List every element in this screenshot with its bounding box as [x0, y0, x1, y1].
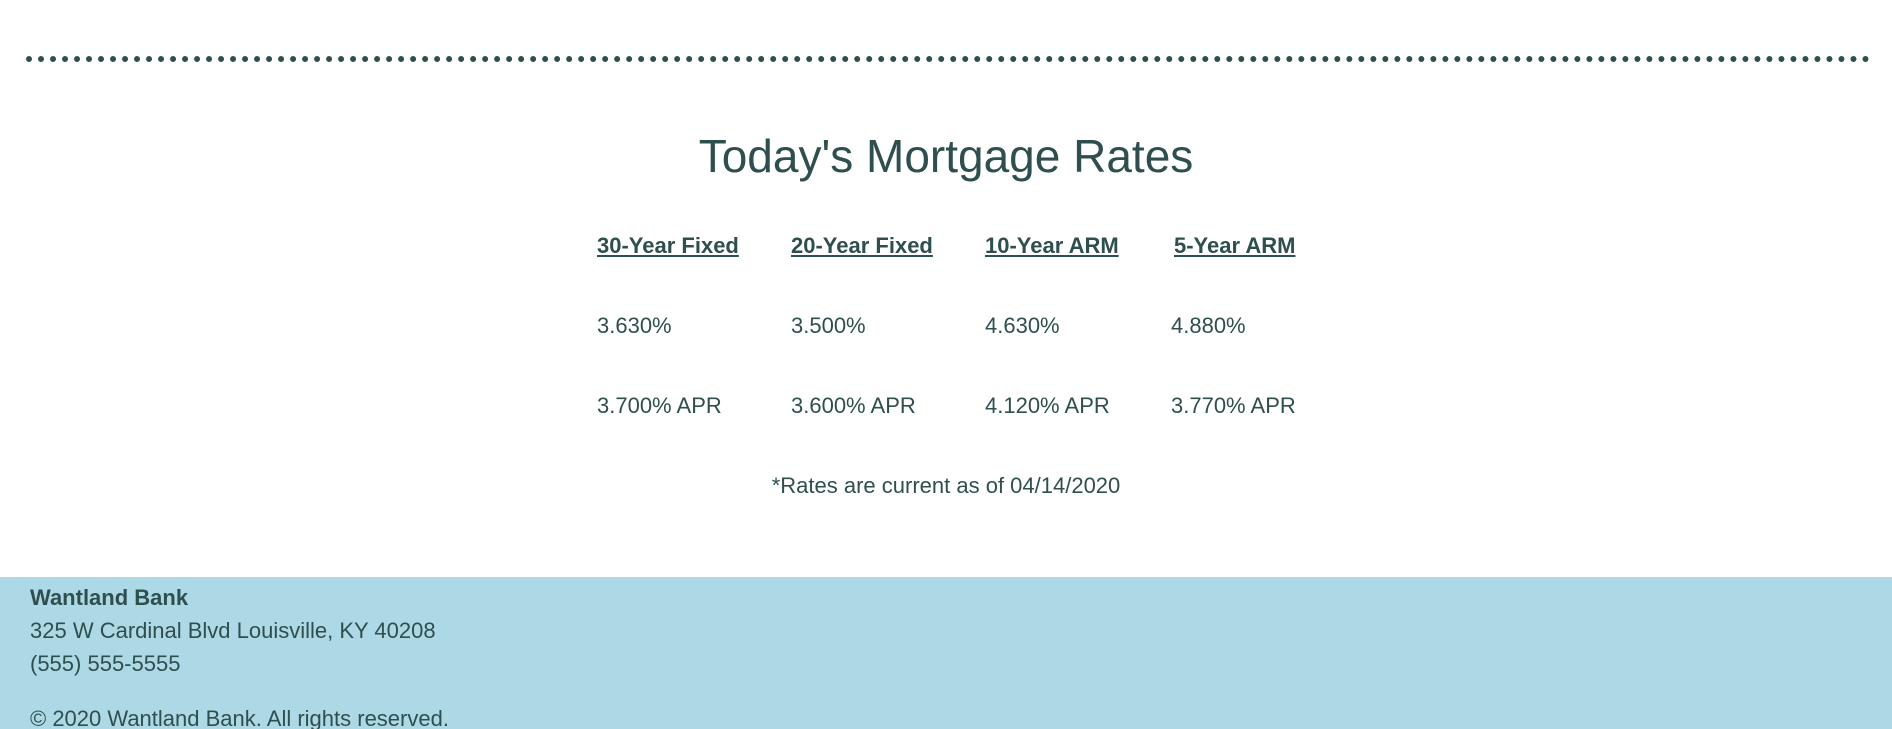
rate-value: 3.500% — [791, 313, 866, 338]
footer-bank-name: Wantland Bank — [30, 585, 189, 610]
rate-column-heading: 30-Year Fixed — [597, 233, 739, 258]
rate-column-heading: 5-Year ARM — [1174, 233, 1296, 258]
apr-value: 3.600% APR — [791, 393, 916, 418]
rate-column-10-year-arm: 10-Year ARM 4.630% 4.120% APR — [985, 232, 1171, 420]
rate-column-30-year-fixed: 30-Year Fixed 3.630% 3.700% APR — [597, 232, 791, 420]
apr-value: 4.120% APR — [985, 393, 1110, 418]
rate-value: 4.880% — [1171, 313, 1246, 338]
rate-column-20-year-fixed: 20-Year Fixed 3.500% 3.600% APR — [791, 232, 985, 420]
rate-value: 3.630% — [597, 313, 672, 338]
page-title: Today's Mortgage Rates — [698, 130, 1194, 182]
footer-copyright: © 2020 Wantland Bank. All rights reserve… — [30, 706, 449, 729]
footer-phone: (555) 555-5555 — [30, 651, 181, 676]
apr-value: 3.700% APR — [597, 393, 722, 418]
rate-value: 4.630% — [985, 313, 1060, 338]
rate-column-heading: 10-Year ARM — [985, 233, 1119, 258]
dotted-divider — [26, 56, 1870, 62]
site-footer: Wantland Bank 325 W Cardinal Blvd Louisv… — [0, 577, 1892, 729]
rates-date-note: *Rates are current as of 04/14/2020 — [771, 473, 1121, 498]
apr-value: 3.770% APR — [1171, 393, 1296, 418]
footer-address: 325 W Cardinal Blvd Louisville, KY 40208 — [30, 618, 436, 643]
footer-contact: Wantland Bank 325 W Cardinal Blvd Louisv… — [30, 581, 449, 729]
rate-column-heading: 20-Year Fixed — [791, 233, 933, 258]
rates-table: 30-Year Fixed 3.630% 3.700% APR 20-Year … — [597, 232, 1321, 420]
rate-column-5-year-arm: 5-Year ARM 4.880% 3.770% APR — [1171, 232, 1321, 420]
